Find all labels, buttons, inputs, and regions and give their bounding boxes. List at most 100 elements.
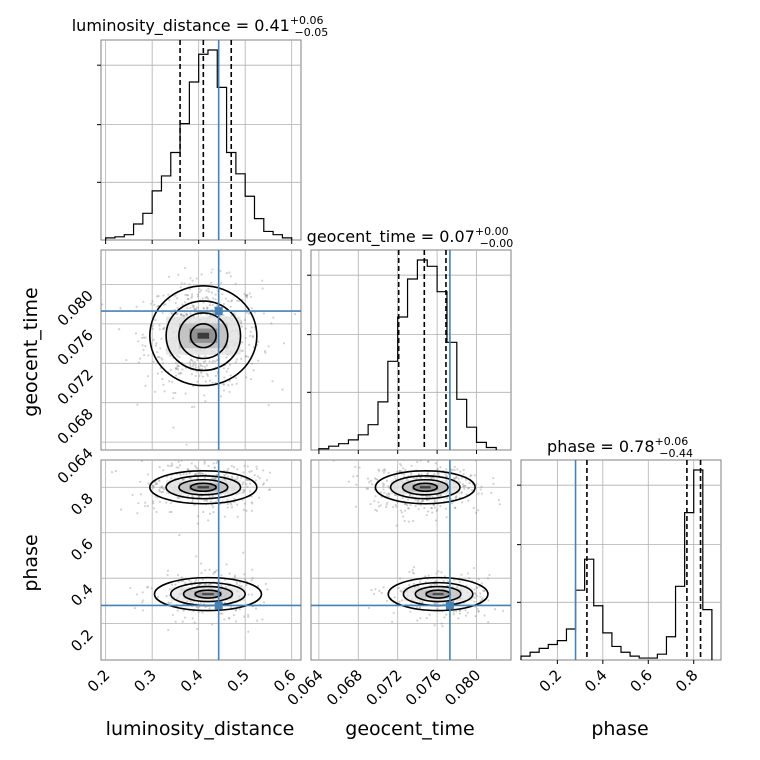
sample-point	[189, 477, 193, 480]
sample-point	[236, 515, 239, 518]
sample-point	[235, 580, 238, 584]
sample-point	[245, 478, 248, 481]
sample-point	[137, 361, 140, 364]
sample-point	[266, 588, 269, 591]
sample-point	[168, 380, 171, 383]
sample-point	[153, 303, 156, 306]
sample-point	[188, 283, 191, 286]
sample-point	[200, 372, 203, 375]
sample-point	[409, 503, 412, 506]
sample-point	[255, 465, 258, 468]
sample-point	[201, 472, 205, 476]
sample-point	[230, 300, 233, 303]
sample-point	[352, 475, 355, 478]
sample-point	[428, 613, 431, 616]
sample-point	[223, 478, 226, 481]
sample-point	[416, 500, 420, 503]
sample-point	[243, 292, 246, 295]
x-tick-label: 0.072	[362, 666, 405, 709]
sample-point	[436, 494, 440, 497]
sample-point	[182, 609, 185, 612]
sample-point	[222, 314, 225, 317]
sample-point	[223, 376, 226, 379]
sample-point	[462, 473, 465, 476]
sample-point	[160, 491, 163, 494]
sample-point	[194, 374, 197, 378]
sample-point	[466, 572, 470, 575]
sample-point	[166, 464, 170, 467]
sample-point	[140, 460, 143, 463]
sample-point	[212, 311, 215, 314]
sample-point	[388, 486, 391, 490]
contour-line	[165, 475, 242, 500]
sample-point	[390, 620, 394, 623]
sample-point	[247, 312, 251, 315]
sample-point	[385, 503, 388, 506]
sample-point	[174, 294, 177, 297]
sample-point	[202, 510, 205, 514]
sample-point	[445, 475, 448, 478]
sample-point	[214, 477, 217, 480]
sample-point	[144, 504, 147, 508]
sample-point	[417, 473, 420, 476]
sample-point	[442, 579, 445, 583]
sample-point	[282, 342, 286, 345]
sample-point	[183, 282, 186, 285]
sample-point	[433, 498, 436, 502]
sample-point	[152, 484, 155, 488]
sample-point	[212, 462, 215, 465]
sample-point	[467, 499, 470, 502]
sample-point	[433, 454, 435, 456]
sample-point	[205, 313, 208, 316]
sample-point	[211, 361, 214, 364]
sample-point	[370, 588, 373, 592]
sample-point	[463, 487, 466, 491]
sample-point	[207, 287, 210, 290]
sample-point	[205, 306, 208, 309]
sample-point	[204, 296, 207, 299]
sample-point	[188, 453, 190, 455]
density-block	[197, 332, 210, 339]
density-block	[202, 592, 214, 596]
sample-point	[262, 601, 266, 604]
sample-point	[223, 618, 226, 621]
sample-point	[426, 457, 428, 459]
sample-point	[469, 475, 472, 478]
sample-point	[242, 508, 245, 511]
sample-point	[396, 470, 399, 473]
sample-point	[200, 273, 203, 276]
sample-point	[385, 505, 388, 508]
y-tick-label: 0.2	[67, 626, 97, 656]
sample-point	[243, 464, 246, 467]
sample-point	[426, 472, 429, 475]
sample-point	[261, 618, 264, 621]
sample-point	[219, 395, 223, 398]
sample-point	[178, 356, 181, 359]
sample-point	[155, 482, 158, 485]
sample-point	[264, 351, 267, 354]
sample-point	[174, 391, 177, 395]
sample-point	[213, 466, 216, 470]
sample-point	[207, 290, 211, 293]
sample-point	[408, 494, 411, 497]
contour-line	[178, 312, 229, 360]
sample-point	[405, 504, 409, 507]
sample-point	[230, 606, 233, 609]
sample-point	[204, 583, 207, 586]
sample-point	[427, 495, 430, 498]
sample-point	[180, 282, 183, 285]
sample-point	[402, 515, 405, 518]
sample-point	[206, 306, 209, 309]
sample-point	[433, 500, 437, 503]
sample-point	[156, 372, 159, 375]
sample-point	[242, 551, 245, 554]
sample-point	[141, 336, 144, 339]
sample-point	[161, 358, 164, 361]
sample-point	[146, 585, 150, 589]
sample-point	[154, 344, 158, 347]
sample-point	[257, 340, 260, 343]
sample-point	[394, 503, 397, 507]
sample-point	[454, 496, 457, 499]
sample-point	[455, 610, 458, 613]
sample-point	[254, 607, 258, 610]
